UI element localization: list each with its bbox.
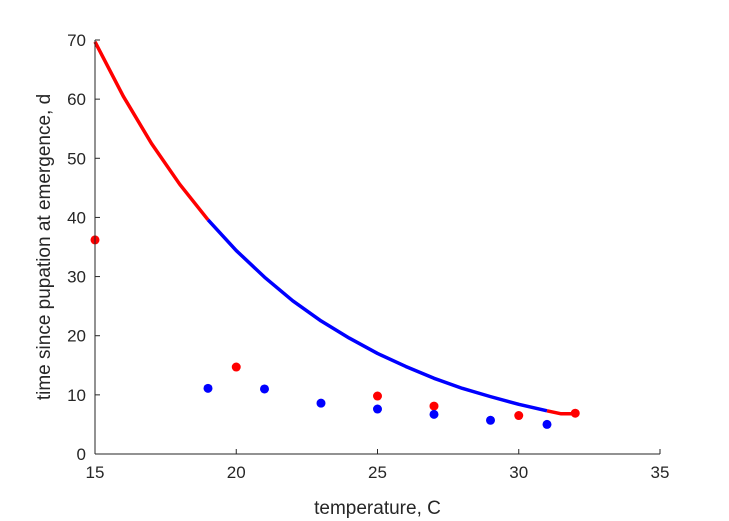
- data-point: [316, 398, 326, 408]
- data-point: [429, 409, 439, 419]
- x-axis-label: temperature, C: [314, 498, 441, 519]
- data-point: [542, 419, 552, 429]
- x-tick-label: 25: [368, 463, 387, 482]
- y-tick-label: 10: [67, 386, 86, 405]
- data-point: [231, 362, 241, 372]
- data-point: [486, 415, 495, 425]
- data-point: [373, 404, 382, 414]
- data-point: [203, 383, 213, 393]
- data-point: [429, 401, 439, 411]
- plot-lines: [93, 40, 576, 416]
- data-point: [570, 408, 580, 418]
- data-point: [260, 384, 269, 394]
- y-tick-label: 50: [67, 149, 86, 168]
- ticks: 15 20 25 30 35 0 10 20 30 40 50 60 70: [67, 31, 669, 482]
- y-tick-label: 20: [67, 327, 86, 346]
- plot-points: [90, 235, 580, 429]
- x-tick-label: 20: [227, 463, 246, 482]
- y-tick-label: 70: [67, 31, 86, 50]
- x-tick-label: 35: [651, 463, 670, 482]
- x-tick-label: 15: [86, 463, 105, 482]
- y-axis-label: time since pupation at emergence, d: [34, 94, 55, 400]
- series-line-1: [206, 218, 548, 413]
- data-point: [514, 411, 524, 421]
- x-tick-label: 30: [509, 463, 528, 482]
- y-tick-label: 30: [67, 268, 86, 287]
- series-line-2: [546, 409, 576, 416]
- y-tick-label: 60: [67, 90, 86, 109]
- series-line-0: [93, 40, 210, 221]
- y-tick-label: 0: [77, 445, 86, 464]
- y-tick-label: 40: [67, 208, 86, 227]
- data-point: [373, 391, 382, 401]
